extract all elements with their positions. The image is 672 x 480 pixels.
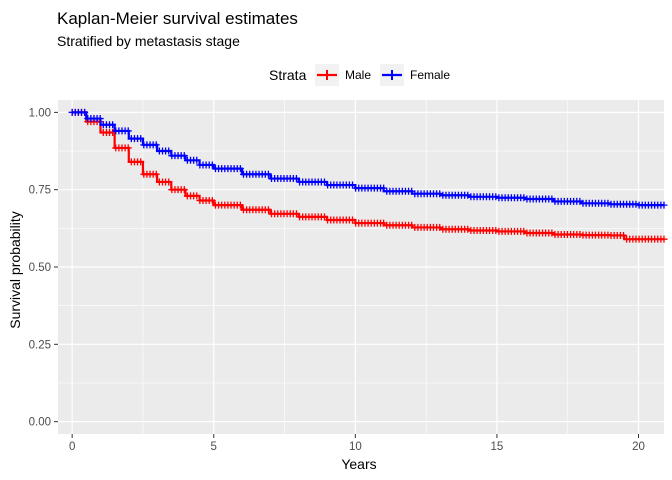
series-female bbox=[68, 108, 668, 209]
y-tick-label: 0.75 bbox=[29, 185, 51, 197]
y-axis-title: Survival probability bbox=[7, 211, 23, 329]
censor-mark bbox=[236, 201, 244, 209]
x-tick-label: 15 bbox=[491, 441, 504, 453]
legend: Strata Male Female bbox=[269, 64, 450, 86]
censor-mark bbox=[264, 170, 272, 178]
censor-mark bbox=[137, 158, 145, 166]
series-male bbox=[68, 108, 668, 243]
data-series bbox=[68, 108, 668, 243]
legend-key-male-glyph bbox=[317, 70, 337, 80]
censor-mark bbox=[96, 115, 104, 123]
censor-mark bbox=[349, 181, 357, 189]
censor-mark bbox=[137, 135, 145, 143]
censor-mark bbox=[464, 191, 472, 199]
censor-mark bbox=[208, 197, 216, 205]
legend-plus bbox=[322, 70, 332, 80]
x-axis: 0 5 10 15 20 bbox=[69, 434, 645, 453]
censor-mark bbox=[208, 161, 216, 169]
censor-mark bbox=[292, 210, 300, 218]
censor-mark bbox=[236, 165, 244, 173]
censor-mark bbox=[464, 225, 472, 233]
y-tick-label: 1.00 bbox=[29, 107, 51, 119]
censor-mark bbox=[548, 229, 556, 237]
y-axis: 0.00 0.25 0.50 0.75 1.00 bbox=[29, 107, 58, 429]
censor-mark bbox=[152, 141, 160, 149]
censor-mark bbox=[380, 184, 388, 192]
censor-mark bbox=[660, 201, 668, 209]
legend-label-male: Male bbox=[345, 68, 371, 82]
censor-mark bbox=[320, 213, 328, 221]
censor-mark bbox=[604, 199, 612, 207]
legend-label-female: Female bbox=[410, 68, 450, 82]
chart-subtitle: Stratified by metastasis stage bbox=[57, 33, 240, 49]
censor-mark bbox=[264, 206, 272, 214]
censor-mark bbox=[492, 193, 500, 201]
censor-mark bbox=[620, 231, 628, 239]
censor-mark bbox=[660, 235, 668, 243]
y-tick-label: 0.50 bbox=[29, 262, 51, 274]
legend-title: Strata bbox=[269, 67, 307, 83]
x-tick-label: 5 bbox=[211, 441, 217, 453]
censor-mark bbox=[124, 127, 132, 135]
x-tick-label: 20 bbox=[632, 441, 645, 453]
censor-mark bbox=[349, 216, 357, 224]
censor-mark bbox=[152, 170, 160, 178]
censor-mark bbox=[520, 227, 528, 235]
censor-mark bbox=[109, 128, 117, 136]
legend-plus bbox=[387, 70, 397, 80]
censor-mark bbox=[193, 192, 201, 200]
censor-mark bbox=[109, 121, 117, 129]
censor-mark bbox=[632, 200, 640, 208]
censor-mark bbox=[193, 156, 201, 164]
x-axis-title: Years bbox=[341, 456, 376, 472]
censor-mark bbox=[81, 108, 89, 116]
censor-mark bbox=[492, 227, 500, 235]
x-tick-label: 10 bbox=[349, 441, 362, 453]
censor-mark bbox=[180, 186, 188, 194]
censor-mark bbox=[292, 175, 300, 183]
y-tick-label: 0.00 bbox=[29, 417, 51, 429]
legend-key-female-glyph bbox=[382, 70, 402, 80]
censor-mark bbox=[520, 194, 528, 202]
x-tick-label: 0 bbox=[69, 441, 75, 453]
y-tick-label: 0.25 bbox=[29, 339, 51, 351]
censor-mark bbox=[124, 144, 132, 152]
grid-lines bbox=[58, 100, 664, 434]
censor-mark bbox=[165, 178, 173, 186]
censor-mark bbox=[165, 147, 173, 155]
censor-mark bbox=[180, 152, 188, 160]
censor-mark bbox=[436, 190, 444, 198]
chart-title: Kaplan-Meier survival estimates bbox=[57, 9, 298, 28]
censor-mark bbox=[320, 178, 328, 186]
